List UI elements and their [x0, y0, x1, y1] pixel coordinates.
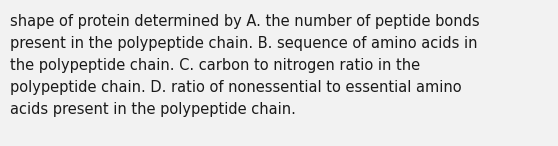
Text: present in the polypeptide chain. B. sequence of amino acids in: present in the polypeptide chain. B. seq… — [10, 36, 478, 51]
Text: polypeptide chain. D. ratio of nonessential to essential amino: polypeptide chain. D. ratio of nonessent… — [10, 80, 461, 95]
Text: the polypeptide chain. C. carbon to nitrogen ratio in the: the polypeptide chain. C. carbon to nitr… — [10, 58, 420, 73]
Text: acids present in the polypeptide chain.: acids present in the polypeptide chain. — [10, 102, 296, 117]
Text: shape of protein determined by A. the number of peptide bonds: shape of protein determined by A. the nu… — [10, 14, 480, 29]
